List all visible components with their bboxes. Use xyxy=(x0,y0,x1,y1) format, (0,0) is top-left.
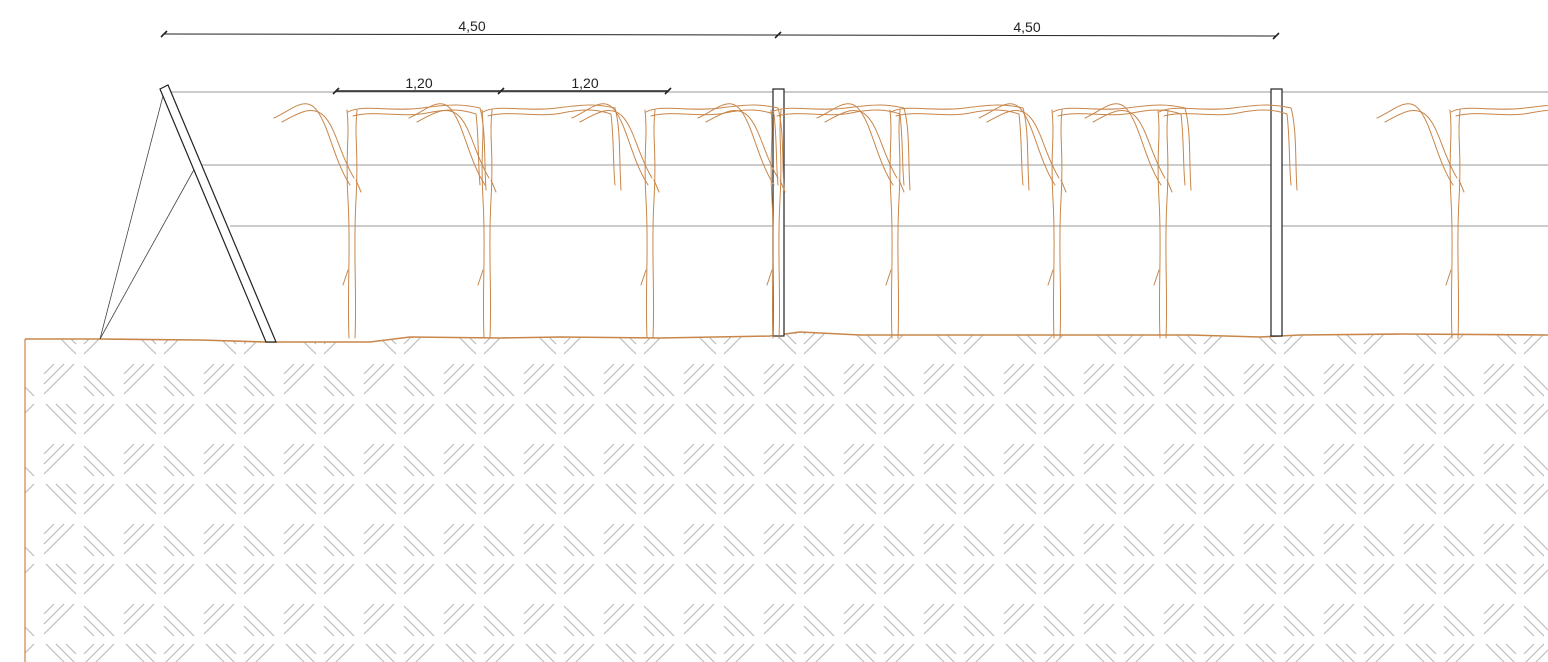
vine-cane xyxy=(1092,110,1166,179)
vine-cane xyxy=(1052,104,1192,191)
vine-spur xyxy=(640,269,647,286)
vine-cane xyxy=(771,104,911,191)
vine-cane xyxy=(1163,109,1292,186)
vine-spacing-dimensions: 1,20 1,20 xyxy=(332,75,672,95)
vine-cane xyxy=(281,110,355,179)
vine-cane xyxy=(1057,109,1186,186)
vine-spur xyxy=(779,179,786,193)
soil-section xyxy=(24,331,1548,662)
vine-cane xyxy=(482,104,622,191)
vine-cane xyxy=(347,104,487,191)
intermediate-post xyxy=(1270,88,1283,337)
vine-trunk xyxy=(346,109,350,339)
vine-trunk xyxy=(897,109,901,339)
vine-spur xyxy=(885,269,892,286)
dimension-tick xyxy=(664,87,672,95)
vine-trunk xyxy=(1051,109,1055,339)
vine-cane xyxy=(416,110,490,179)
dimension-tick xyxy=(160,30,168,38)
vine-cane xyxy=(776,109,905,186)
dimension-tick xyxy=(1272,32,1280,40)
vine-spacing-label: 1,20 xyxy=(571,75,598,91)
vine-cane xyxy=(645,104,785,191)
vine-cane xyxy=(1455,109,1548,117)
end-post-assembly xyxy=(99,84,277,343)
vine-spur xyxy=(342,269,349,286)
vine-cane xyxy=(1158,104,1298,191)
vine-cane xyxy=(890,104,1030,191)
vine-spur xyxy=(766,269,773,286)
vine-cane xyxy=(705,110,779,179)
intermediate-posts xyxy=(772,88,1283,337)
soil-hatch xyxy=(25,332,1548,662)
vine-spacing-label: 1,20 xyxy=(405,75,432,91)
vine-trunk xyxy=(489,109,493,339)
stay-wire-outer xyxy=(99,91,165,340)
dimension-tick xyxy=(497,87,505,95)
dimension-tick xyxy=(774,31,782,39)
vine-spur xyxy=(653,179,660,193)
vine-trunk xyxy=(1157,109,1161,339)
stay-wire-inner xyxy=(99,165,197,340)
end-post xyxy=(159,84,277,343)
vine-spur xyxy=(490,179,497,193)
vine-spur xyxy=(1166,179,1173,193)
vine-cane xyxy=(895,109,1024,186)
vine-spur xyxy=(1060,179,1067,193)
vine-spur xyxy=(898,179,905,193)
vine-cane xyxy=(986,110,1060,179)
vine-cane xyxy=(1384,110,1458,179)
vine-trunk xyxy=(770,109,774,339)
vine-spur xyxy=(355,179,362,193)
vine-spur xyxy=(1445,269,1452,286)
post-spacing-dimensions: 4,50 4,50 xyxy=(160,18,1280,40)
vine-trunk xyxy=(644,109,648,339)
trellis-wires xyxy=(166,91,1548,227)
post-spacing-label: 4,50 xyxy=(1013,19,1040,35)
vine-trunk xyxy=(481,109,485,339)
post-spacing-label: 4,50 xyxy=(458,18,485,34)
vine-spur xyxy=(1153,269,1160,286)
vine-spur xyxy=(1047,269,1054,286)
vine-cane xyxy=(824,110,898,179)
vine-cane xyxy=(579,110,653,179)
vine-cane xyxy=(487,109,616,186)
vine-cane xyxy=(1450,104,1548,113)
vines xyxy=(273,103,1548,339)
vine-trunk xyxy=(354,109,358,339)
vine-trunk xyxy=(1457,109,1461,339)
post-spacing-dimension-line xyxy=(777,34,1277,37)
vine-trunk xyxy=(1165,109,1169,339)
post-spacing-dimension-line xyxy=(163,33,779,36)
dimension-tick xyxy=(332,87,340,95)
vine-trunk xyxy=(889,109,893,339)
vine-trunk xyxy=(1059,109,1063,339)
vine-cane xyxy=(352,109,481,186)
vine-trunk xyxy=(1449,109,1453,339)
ground-line xyxy=(25,331,1548,343)
vine-trunk xyxy=(778,109,782,339)
vine-trunk xyxy=(652,109,656,339)
vine-spur xyxy=(477,269,484,286)
vine-spur xyxy=(1458,179,1465,193)
vine-cane xyxy=(650,109,779,186)
